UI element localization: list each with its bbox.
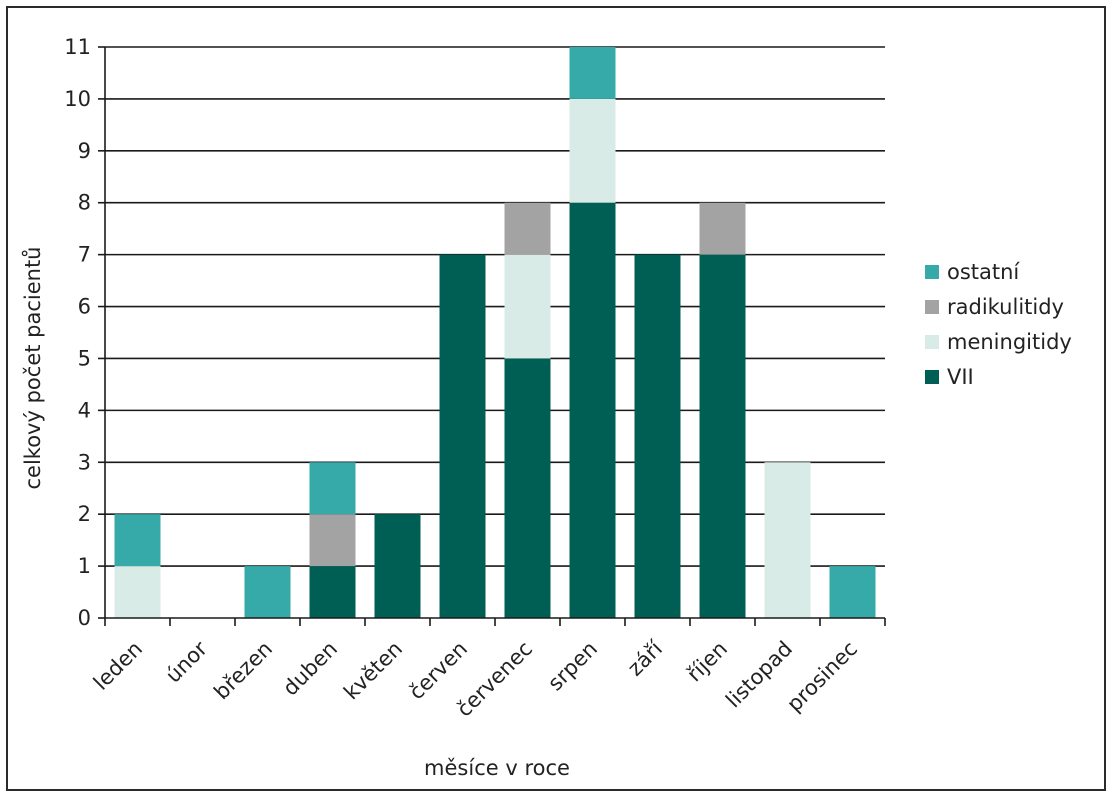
y-tick-label: 8 bbox=[78, 191, 91, 215]
bar-segment bbox=[374, 514, 421, 618]
y-tick-label: 1 bbox=[78, 554, 91, 578]
bar-segment bbox=[504, 254, 551, 359]
x-tick-label: leden bbox=[89, 637, 147, 695]
axes bbox=[98, 46, 886, 626]
bar-segment bbox=[309, 566, 356, 618]
y-axis-title: celkový počet pacientů bbox=[21, 247, 45, 490]
legend-swatch bbox=[925, 265, 939, 279]
bar-segment bbox=[829, 566, 876, 618]
y-tick-label: 3 bbox=[78, 450, 91, 474]
bar-segment bbox=[699, 202, 746, 255]
x-tick-label: duben bbox=[278, 637, 342, 701]
legend-label: VII bbox=[947, 365, 974, 389]
y-tick-label: 7 bbox=[78, 243, 91, 267]
bar-segment bbox=[504, 202, 551, 255]
legend: ostatní radikulitidy meningitidy VII bbox=[925, 260, 1072, 389]
bar-segment bbox=[309, 462, 356, 515]
x-tick-label: květen bbox=[339, 637, 407, 705]
gridlines bbox=[105, 46, 885, 567]
bar-segment bbox=[569, 202, 616, 618]
bar-segment bbox=[764, 462, 811, 618]
y-tick-label: 6 bbox=[78, 295, 91, 319]
bar-segment bbox=[569, 98, 616, 203]
x-tick-label: prosinec bbox=[782, 637, 862, 717]
y-tick-labels: 0 1 2 3 4 5 6 7 8 9 10 11 bbox=[64, 35, 91, 630]
bar-segment bbox=[244, 566, 291, 618]
x-tick-label: únor bbox=[161, 636, 212, 687]
legend-swatch bbox=[925, 300, 939, 314]
y-tick-label: 10 bbox=[64, 87, 91, 111]
bar-segment bbox=[309, 514, 356, 567]
y-tick-label: 2 bbox=[78, 502, 91, 526]
x-tick-label: srpen bbox=[543, 637, 602, 696]
bar-segment bbox=[634, 254, 681, 619]
bar-segment bbox=[439, 254, 486, 619]
x-tick-label: březen bbox=[209, 637, 277, 705]
legend-label: radikulitidy bbox=[947, 295, 1064, 319]
x-tick-label: říjen bbox=[682, 637, 732, 687]
y-tick-label: 4 bbox=[78, 398, 91, 422]
bar-segment bbox=[114, 566, 161, 618]
x-axis-title: měsíce v roce bbox=[424, 756, 570, 780]
legend-swatch bbox=[925, 335, 939, 349]
legend-label: ostatní bbox=[947, 260, 1020, 284]
legend-swatch bbox=[925, 370, 939, 384]
y-tick-label: 11 bbox=[64, 35, 91, 59]
y-tick-label: 0 bbox=[78, 606, 91, 630]
y-tick-label: 5 bbox=[78, 346, 91, 370]
y-tick-label: 9 bbox=[78, 139, 91, 163]
bar-segment bbox=[699, 254, 746, 619]
x-tick-label: září bbox=[623, 636, 668, 681]
bars bbox=[114, 47, 876, 619]
bar-segment bbox=[504, 358, 551, 618]
chart-frame bbox=[6, 6, 1106, 791]
bar-segment bbox=[569, 47, 616, 99]
legend-label: meningitidy bbox=[947, 330, 1072, 354]
bar-segment bbox=[114, 514, 161, 567]
